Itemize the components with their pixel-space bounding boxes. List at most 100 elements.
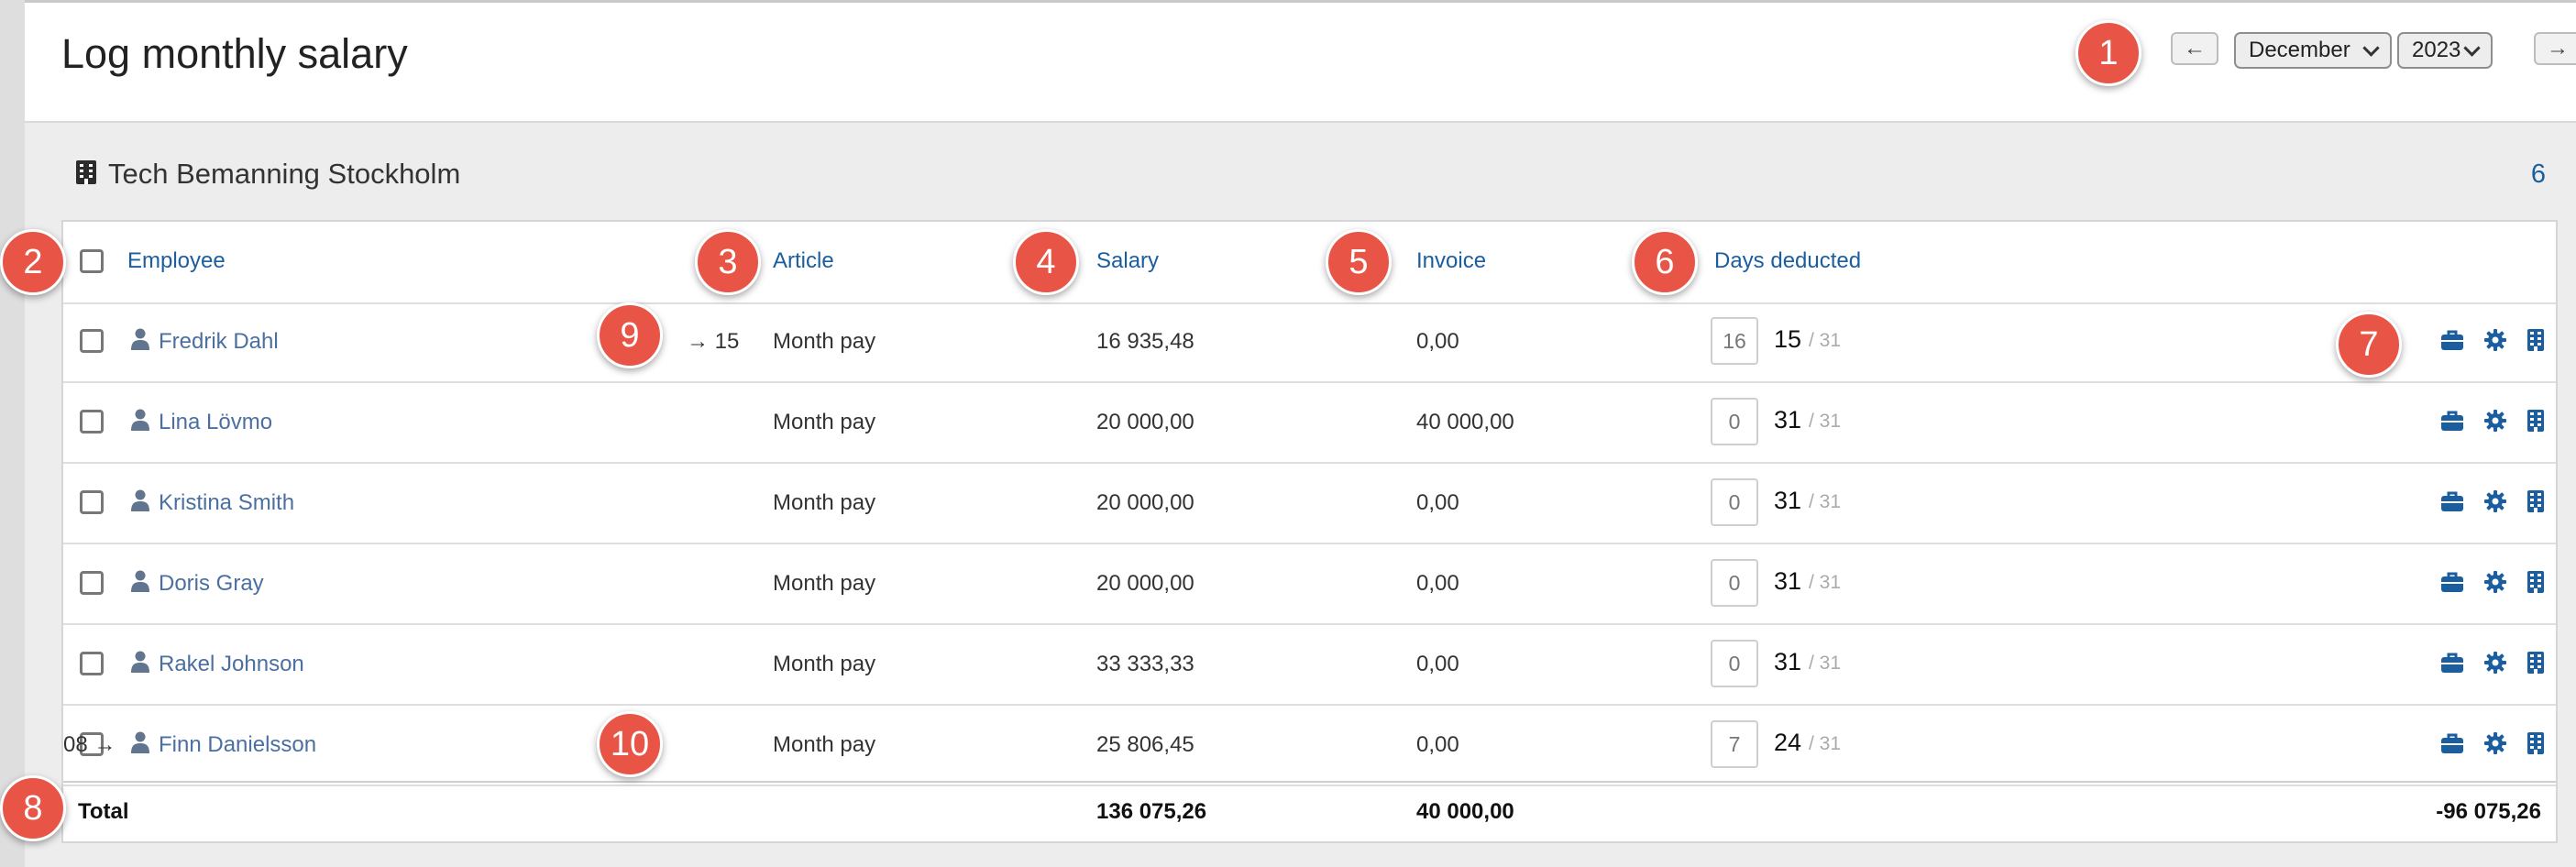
invoice-cell: 0,00 <box>1416 571 1459 596</box>
days-in-month: / 31 <box>1809 491 1842 512</box>
page-title: Log monthly salary <box>61 30 408 77</box>
year-select-value: 2023 <box>2412 38 2461 62</box>
salary-cell: 33 333,33 <box>1096 652 1194 676</box>
days-worked: 15 <box>1774 325 1802 353</box>
salary-cell: 16 935,48 <box>1096 329 1194 354</box>
chevron-down-icon <box>2463 38 2481 57</box>
days-deducted-input[interactable]: 0 <box>1711 559 1758 607</box>
employee-name-link[interactable]: Rakel Johnson <box>159 652 304 676</box>
row-checkbox[interactable] <box>80 329 104 353</box>
article-cell: Month pay <box>773 410 876 434</box>
salary-cell: 25 806,45 <box>1096 732 1194 757</box>
salary-cell: 20 000,00 <box>1096 410 1194 434</box>
year-select[interactable]: 2023 <box>2397 32 2493 69</box>
days-worked: 31 <box>1774 406 1802 434</box>
employee-name-link[interactable]: Finn Danielsson <box>159 732 317 757</box>
person-icon <box>131 731 149 758</box>
building-icon[interactable] <box>2526 731 2545 755</box>
gear-icon[interactable] <box>2484 490 2506 512</box>
row-checkbox[interactable] <box>80 571 104 595</box>
column-article[interactable]: Article <box>773 248 834 273</box>
group-header: Tech Bemanning Stockholm <box>75 158 460 191</box>
total-invoice: 40 000,00 <box>1416 799 1514 824</box>
table-row: Finn Danielsson 08 → Month pay 25 806,45 0,0… <box>63 704 2556 786</box>
days-in-month: / 31 <box>1809 733 1842 754</box>
article-cell: Month pay <box>773 571 876 596</box>
row-checkbox[interactable] <box>80 410 104 434</box>
employee-name-link[interactable]: Kristina Smith <box>159 490 295 515</box>
annotation-badge: 9 <box>597 302 663 368</box>
building-icon <box>75 159 97 190</box>
person-icon <box>131 651 149 677</box>
days-worked: 31 <box>1774 648 1802 675</box>
invoice-cell: 0,00 <box>1416 652 1459 676</box>
annotation-badge: 4 <box>1013 229 1079 295</box>
annotation-badge: 8 <box>0 775 66 841</box>
column-days-deducted[interactable]: Days deducted <box>1714 248 1862 273</box>
annotation-badge: 5 <box>1326 229 1392 295</box>
table-row: Rakel Johnson Month pay 33 333,33 0,00 0 31 / … <box>63 623 2556 706</box>
article-cell: Month pay <box>773 490 876 515</box>
salary-cell: 20 000,00 <box>1096 490 1194 515</box>
total-difference: -96 075,26 <box>2436 799 2541 824</box>
days-in-month: / 31 <box>1809 653 1842 674</box>
previous-month-button[interactable]: ← <box>2171 32 2218 65</box>
salary-cell: 20 000,00 <box>1096 571 1194 596</box>
month-select[interactable]: December <box>2234 32 2392 69</box>
next-month-button[interactable]: → <box>2534 32 2576 65</box>
days-deducted-input[interactable]: 0 <box>1711 478 1758 526</box>
briefcase-icon[interactable] <box>2440 571 2464 593</box>
gear-icon[interactable] <box>2484 410 2506 432</box>
employee-name-link[interactable]: Lina Lövmo <box>159 410 273 434</box>
gear-icon[interactable] <box>2484 571 2506 593</box>
building-icon[interactable] <box>2526 651 2545 675</box>
arrow-left-icon: ← <box>2184 36 2206 60</box>
gear-icon[interactable] <box>2484 329 2506 351</box>
building-icon[interactable] <box>2526 328 2545 352</box>
person-icon <box>131 570 149 597</box>
row-checkbox[interactable] <box>80 490 104 514</box>
days-deducted-input[interactable]: 7 <box>1711 720 1758 768</box>
row-checkbox[interactable] <box>80 732 104 756</box>
briefcase-icon[interactable] <box>2440 490 2464 512</box>
total-label: Total <box>78 799 129 824</box>
group-count: 6 <box>2530 159 2546 189</box>
column-invoice[interactable]: Invoice <box>1416 248 1487 273</box>
column-employee[interactable]: Employee <box>127 248 226 273</box>
annotation-badge: 2 <box>0 229 66 295</box>
select-all-checkbox[interactable] <box>80 249 104 273</box>
period-marker: → 15 <box>687 329 740 354</box>
building-icon[interactable] <box>2526 489 2545 513</box>
row-actions <box>2440 489 2545 513</box>
chevron-down-icon <box>2362 38 2380 57</box>
row-actions <box>2440 651 2545 675</box>
briefcase-icon[interactable] <box>2440 329 2464 351</box>
days-deducted-input[interactable]: 0 <box>1711 398 1758 445</box>
days-deducted-input[interactable]: 0 <box>1711 640 1758 687</box>
invoice-cell: 40 000,00 <box>1416 410 1514 434</box>
days-worked: 31 <box>1774 487 1802 514</box>
month-select-value: December <box>2249 38 2350 62</box>
invoice-cell: 0,00 <box>1416 490 1459 515</box>
building-icon[interactable] <box>2526 570 2545 594</box>
briefcase-icon[interactable] <box>2440 652 2464 674</box>
building-icon[interactable] <box>2526 409 2545 433</box>
period-marker: 08 → <box>63 732 116 757</box>
row-actions <box>2440 409 2545 433</box>
employee-name-link[interactable]: Doris Gray <box>159 571 264 596</box>
row-checkbox[interactable] <box>80 652 104 675</box>
briefcase-icon[interactable] <box>2440 410 2464 432</box>
gear-icon[interactable] <box>2484 652 2506 674</box>
arrow-right-icon: → <box>2547 36 2569 60</box>
gear-icon[interactable] <box>2484 732 2506 754</box>
briefcase-icon[interactable] <box>2440 732 2464 754</box>
column-salary[interactable]: Salary <box>1096 248 1160 273</box>
main-content: Tech Bemanning Stockholm 6 Employee Arti… <box>25 123 2576 867</box>
person-icon <box>131 489 149 516</box>
days-worked: 31 <box>1774 567 1802 595</box>
employee-name-link[interactable]: Fredrik Dahl <box>159 329 279 354</box>
table-header-row: Employee Article Salary Invoice Days ded… <box>63 222 2556 304</box>
invoice-cell: 0,00 <box>1416 329 1459 354</box>
days-deducted-input[interactable]: 16 <box>1711 317 1758 365</box>
total-row: Total 136 075,26 40 000,00 -96 075,26 <box>63 781 2556 843</box>
